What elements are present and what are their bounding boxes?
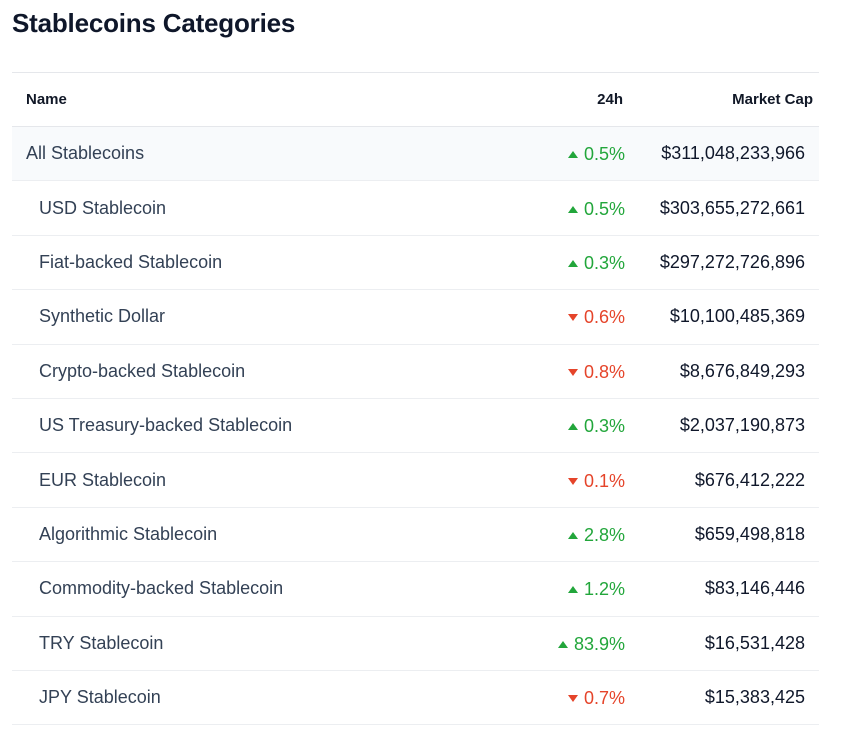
- category-name-link[interactable]: Synthetic Dollar: [39, 306, 166, 327]
- change-24h: 0.8%: [567, 361, 625, 383]
- caret-up-icon: [567, 531, 578, 539]
- caret-up-icon: [567, 423, 578, 431]
- table-body: All Stablecoins 0.5% $311,048,233,966 USD S…: [12, 127, 819, 726]
- change-value: 0.3%: [583, 252, 625, 273]
- market-cap-value: $83,146,446: [704, 578, 805, 599]
- category-name-link[interactable]: TRY Stablecoin: [39, 632, 164, 653]
- change-24h-cell: 0.1%: [425, 469, 625, 492]
- table-row[interactable]: Crypto-backed Stablecoin 0.8% $8,676,849,2…: [12, 345, 819, 399]
- change-24h: 0.5%: [567, 144, 625, 165]
- caret-up-icon: [567, 151, 578, 159]
- table-row[interactable]: US Treasury-backed Stablecoin 0.3% $2,037,…: [12, 399, 819, 454]
- change-value: 0.5%: [583, 198, 625, 219]
- change-24h-cell: 2.8%: [425, 523, 625, 546]
- change-value: 1.2%: [583, 579, 625, 600]
- caret-down-icon: [567, 477, 578, 485]
- market-cap-value: $2,037,190,873: [679, 415, 805, 436]
- category-name-link[interactable]: Commodity-backed Stablecoin: [39, 578, 284, 599]
- change-value: 0.8%: [583, 361, 625, 382]
- change-24h-cell: 0.3%: [425, 251, 625, 274]
- change-24h: 0.6%: [567, 307, 625, 328]
- change-value: 0.5%: [583, 144, 625, 165]
- market-cap-value: $8,676,849,293: [679, 360, 805, 381]
- table-row[interactable]: JPY Stablecoin 0.7% $15,383,425: [12, 671, 819, 726]
- category-name-link[interactable]: JPY Stablecoin: [39, 687, 161, 708]
- change-24h-cell: 0.8%: [425, 360, 625, 383]
- market-cap-value: $10,100,485,369: [669, 306, 805, 327]
- market-cap-value: $303,655,272,661: [659, 197, 805, 218]
- caret-down-icon: [567, 368, 578, 376]
- change-24h: 1.2%: [567, 579, 625, 600]
- table-row[interactable]: Synthetic Dollar 0.6% $10,100,485,369: [12, 290, 819, 345]
- change-24h-cell: 1.2%: [425, 577, 625, 600]
- change-24h-cell: 0.7%: [425, 686, 625, 709]
- table-row[interactable]: Commodity-backed Stablecoin 1.2% $83,146,4…: [12, 562, 819, 617]
- market-cap-value: $676,412,222: [694, 469, 805, 490]
- change-24h: 83.9%: [557, 633, 625, 655]
- change-value: 0.3%: [583, 416, 625, 437]
- change-value: 0.1%: [583, 470, 625, 491]
- change-24h: 0.3%: [567, 252, 625, 274]
- caret-up-icon: [567, 205, 578, 213]
- category-name-link[interactable]: Crypto-backed Stablecoin: [39, 360, 246, 381]
- category-name-link[interactable]: USD Stablecoin: [39, 197, 167, 218]
- market-cap-value: $15,383,425: [704, 687, 805, 708]
- table-row[interactable]: Algorithmic Stablecoin 2.8% $659,498,818: [12, 508, 819, 563]
- change-24h-cell: 0.6%: [425, 305, 625, 328]
- market-cap-value: $311,048,233,966: [661, 143, 805, 164]
- category-name-link[interactable]: US Treasury-backed Stablecoin: [39, 415, 293, 436]
- category-name-link[interactable]: EUR Stablecoin: [39, 469, 167, 490]
- change-24h-cell: 83.9%: [425, 632, 625, 655]
- change-value: 0.6%: [583, 307, 625, 328]
- caret-down-icon: [567, 695, 578, 703]
- change-value: 0.7%: [583, 688, 625, 709]
- category-name-link[interactable]: Fiat-backed Stablecoin: [39, 251, 223, 272]
- change-24h: 0.3%: [567, 416, 625, 437]
- column-header-name[interactable]: Name: [26, 91, 67, 108]
- change-value: 2.8%: [583, 524, 625, 545]
- table-header: Name 24h Market Cap: [12, 73, 819, 127]
- change-24h: 0.7%: [567, 688, 625, 709]
- column-header-market-cap[interactable]: Market Cap: [732, 91, 813, 108]
- change-24h-cell: 0.3%: [425, 414, 625, 437]
- categories-table: Name 24h Market Cap All Stablecoins 0.5% $…: [12, 72, 819, 726]
- column-header-24h[interactable]: 24h: [597, 91, 623, 108]
- market-cap-value: $659,498,818: [694, 523, 805, 544]
- table-row[interactable]: TRY Stablecoin 83.9% $16,531,428: [12, 617, 819, 671]
- market-cap-value: $16,531,428: [704, 632, 805, 653]
- caret-up-icon: [567, 259, 578, 267]
- change-value: 83.9%: [573, 633, 625, 654]
- table-row[interactable]: Fiat-backed Stablecoin 0.3% $297,272,726,8…: [12, 236, 819, 291]
- market-cap-value: $297,272,726,896: [659, 251, 805, 272]
- table-row[interactable]: EUR Stablecoin 0.1% $676,412,222: [12, 453, 819, 508]
- table-row[interactable]: USD Stablecoin 0.5% $303,655,272,661: [12, 181, 819, 236]
- table-row[interactable]: All Stablecoins 0.5% $311,048,233,966: [12, 127, 819, 182]
- page-title: Stablecoins Categories: [12, 8, 296, 38]
- caret-down-icon: [567, 314, 578, 322]
- change-24h: 2.8%: [567, 524, 625, 546]
- category-name-link[interactable]: All Stablecoins: [26, 143, 145, 164]
- change-24h: 0.1%: [567, 470, 625, 492]
- category-name-link[interactable]: Algorithmic Stablecoin: [39, 523, 218, 544]
- change-24h: 0.5%: [567, 198, 625, 220]
- change-24h-cell: 0.5%: [425, 142, 625, 165]
- caret-up-icon: [557, 640, 568, 648]
- caret-up-icon: [567, 586, 578, 594]
- change-24h-cell: 0.5%: [425, 197, 625, 220]
